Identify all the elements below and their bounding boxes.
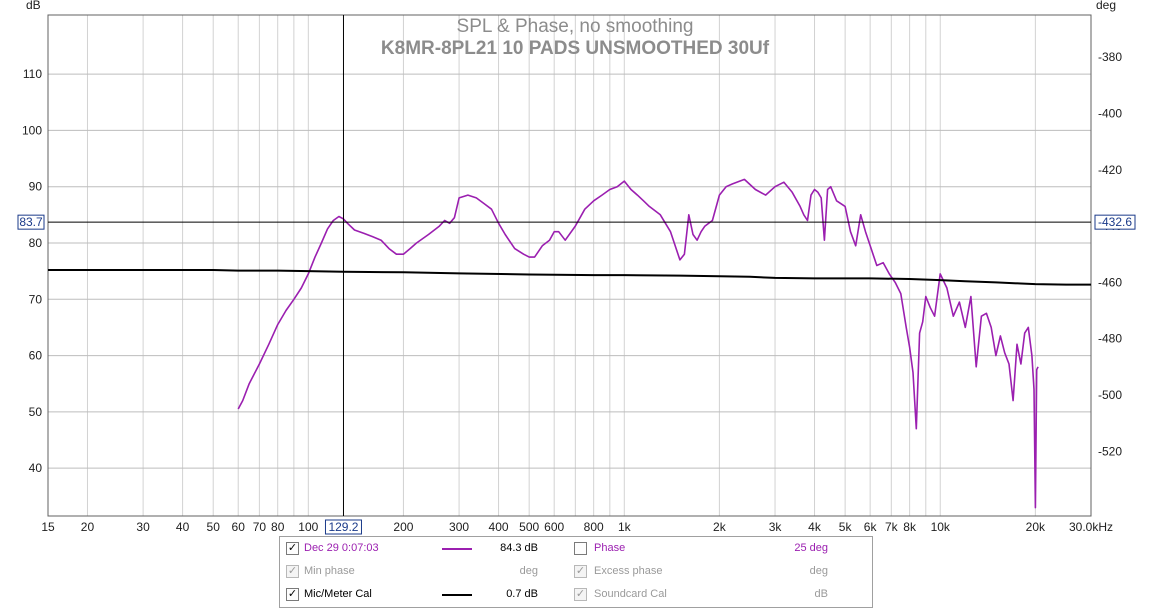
x-tick-label: 3k [769,520,783,534]
legend-row-measurement: ✓ Dec 29 0:07:03 84.3 dB Phase 25 deg [280,538,872,560]
x-tick-label: 4k [808,520,822,534]
y-tick-label: 90 [29,180,43,194]
y-tick-label: 40 [29,461,43,475]
x-tick-label: 40 [176,520,190,534]
y2-tick-label: -520 [1098,444,1122,458]
x-tick-label: 800 [584,520,604,534]
x-tick-label: 30 [136,520,150,534]
spl-phase-chart: SPL & Phase, no smoothing K8MR-8PL21 10 … [17,0,1136,535]
legend-row-min-phase: ✓ Min phase deg ✓ Excess phase deg [280,561,872,583]
cursor[interactable]: 129.2 83.7 -432.6 [17,15,1136,535]
y-axis-ticks: 40 50 60 70 80 90 100 110 [22,67,42,475]
cal-name[interactable]: Mic/Meter Cal [304,588,372,600]
chart-title: SPL & Phase, no smoothing [457,16,694,37]
x-tick-label: 6k [864,520,878,534]
x-tick-label: 200 [393,520,413,534]
cal-value: 0.7 dB [506,588,538,600]
right-axis-unit: deg [1096,0,1116,12]
measurement-name[interactable]: Dec 29 0:07:03 [304,542,379,554]
left-axis-unit: dB [26,0,41,12]
y-tick-label: 60 [29,349,43,363]
y2-tick-label: -400 [1098,107,1122,121]
phase-value: 25 deg [794,542,828,554]
x-tick-label: 60 [232,520,246,534]
x-tick-label: 15 [41,520,55,534]
measurement-value: 84.3 dB [500,542,538,554]
y-tick-label: 50 [29,405,43,419]
y2-tick-label: -480 [1098,332,1122,346]
cal-series-line [48,269,1091,286]
y-tick-label: 70 [29,292,43,306]
x-tick-label: 50 [207,520,221,534]
legend-panel: ✓ Dec 29 0:07:03 84.3 dB Phase 25 deg ✓ … [279,536,873,608]
y-tick-label: 80 [29,236,43,250]
y-tick-label: 110 [23,67,42,81]
y2-tick-label: -460 [1098,275,1122,289]
x-tick-label: 8k [903,520,917,534]
x-tick-label: 30.0kHz [1069,520,1113,534]
cursor-freq-label: 129.2 [328,520,358,534]
measurement-swatch [442,548,472,550]
x-tick-label: 5k [839,520,853,534]
phase-name[interactable]: Phase [594,542,626,554]
excess-phase-checkbox[interactable]: ✓ [574,565,587,578]
x-tick-label: 2k [713,520,727,534]
excess-phase-value: deg [809,565,828,577]
min-phase-name[interactable]: Min phase [304,565,355,577]
spl-series-line [237,178,1039,509]
soundcard-cal-checkbox[interactable]: ✓ [574,588,587,601]
plot-frame [47,14,1092,517]
phase-checkbox[interactable] [574,542,587,555]
x-tick-label: 100 [298,520,318,534]
y-tick-label: 100 [22,123,42,137]
x-tick-label: 400 [489,520,509,534]
x-tick-label: 20 [81,520,95,534]
y2-tick-label: -420 [1098,163,1122,177]
x-tick-label: 7k [885,520,899,534]
x-tick-label: 300 [449,520,469,534]
grid [48,15,1091,516]
cursor-spl-label: 83.7 [19,215,43,229]
soundcard-cal-name[interactable]: Soundcard Cal [594,588,667,600]
cursor-freq-readout: 129.2 [324,519,362,535]
x-tick-label: 1k [618,520,632,534]
x-tick-label: 10k [931,520,951,534]
series-layer [48,178,1091,509]
cursor-spl-readout: 83.7 [17,214,45,230]
cal-checkbox[interactable]: ✓ [286,588,299,601]
legend-row-cal: ✓ Mic/Meter Cal 0.7 dB ✓ Soundcard Cal d… [280,584,872,606]
soundcard-cal-value: dB [814,588,828,600]
cursor-phase-label: -432.6 [1098,215,1132,229]
measurement-checkbox[interactable]: ✓ [286,542,299,555]
cal-swatch [442,594,472,596]
min-phase-checkbox[interactable]: ✓ [286,565,299,578]
x-tick-label: 600 [544,520,564,534]
x-tick-label: 70 [253,520,267,534]
y2-tick-label: -500 [1098,388,1122,402]
chart-subtitle: K8MR-8PL21 10 PADS UNSMOOTHED 30Uf [381,38,770,59]
x-tick-label: 500 [519,520,539,534]
x-tick-label: 20k [1026,520,1046,534]
excess-phase-name[interactable]: Excess phase [594,565,663,577]
x-axis-ticks: 15 20 30 40 50 60 70 80 100 200 300 400 500 600 800 1k 2… [41,520,1113,534]
y2-tick-label: -380 [1098,50,1122,64]
cursor-phase-readout: -432.6 [1094,214,1136,230]
min-phase-value: deg [519,565,538,577]
x-tick-label: 80 [271,520,285,534]
